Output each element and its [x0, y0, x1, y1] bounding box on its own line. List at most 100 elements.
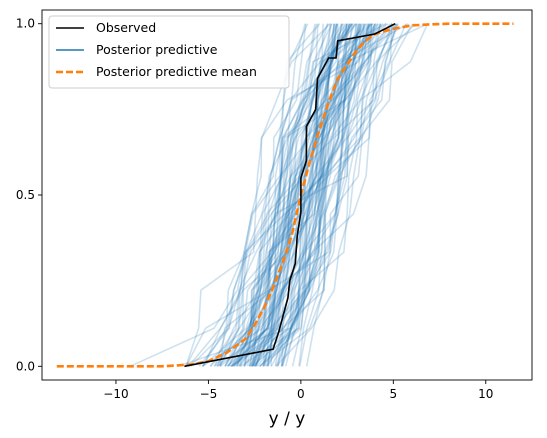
posterior-predictive-line — [265, 23, 362, 367]
posterior-predictive-line — [251, 23, 348, 367]
posterior-predictive-line — [264, 23, 357, 367]
posterior-predictive-line — [274, 23, 382, 367]
posterior-predictive-line — [224, 23, 338, 367]
x-axis-ticks: −10 −5 0 5 10 — [103, 380, 493, 401]
posterior-predictive-line — [277, 23, 371, 367]
posterior-predictive-line — [238, 23, 356, 367]
posterior-predictive-line — [276, 23, 344, 367]
posterior-predictive-line — [285, 23, 393, 367]
posterior-predictive-line — [254, 23, 365, 367]
posterior-predictive-line — [185, 23, 316, 367]
legend-label-posterior-predictive-mean: Posterior predictive mean — [96, 64, 257, 79]
posterior-predictive-line — [291, 23, 373, 367]
posterior-predictive-line — [232, 23, 399, 367]
posterior-predictive-line — [233, 23, 370, 367]
posterior-predictive-line — [259, 23, 399, 367]
posterior-predictive-line — [266, 23, 352, 367]
posterior-predictive-line — [235, 23, 338, 367]
posterior-predictive-line — [261, 23, 374, 367]
posterior-predictive-line — [239, 23, 344, 367]
posterior-predictive-line — [236, 23, 345, 367]
posterior-predictive-line — [230, 23, 368, 367]
posterior-predictive-line — [187, 23, 393, 367]
posterior-predictive-line — [249, 23, 376, 367]
posterior-predictive-line — [281, 23, 366, 367]
posterior-predictive-line — [209, 23, 338, 367]
posterior-predictive-line — [129, 23, 391, 368]
posterior-predictive-line — [202, 23, 307, 367]
posterior-predictive-line — [281, 23, 354, 367]
posterior-predictive-line — [189, 23, 369, 367]
posterior-predictive-line — [280, 23, 380, 367]
posterior-predictive-line — [267, 23, 370, 367]
posterior-predictive-line — [298, 23, 361, 367]
posterior-predictive-line — [198, 23, 353, 367]
posterior-predictive-line — [246, 23, 331, 367]
y-tick-label: 0.5 — [16, 188, 35, 202]
posterior-predictive-line — [216, 23, 329, 367]
posterior-predictive-line — [275, 23, 372, 367]
posterior-predictive-line — [270, 23, 335, 367]
x-tick-label: −10 — [103, 387, 128, 401]
posterior-predictive-line — [201, 23, 381, 367]
y-tick-label: 0.0 — [16, 359, 35, 373]
posterior-predictive-line — [202, 23, 358, 367]
series-lines — [56, 22, 514, 368]
posterior-predictive-line — [305, 23, 397, 367]
posterior-predictive-line — [236, 23, 319, 367]
posterior-predictive-line — [267, 22, 428, 367]
posterior-predictive-line — [243, 23, 349, 367]
posterior-predictive-line — [226, 23, 373, 367]
posterior-predictive-line — [237, 23, 349, 367]
posterior-predictive-line — [213, 23, 354, 367]
posterior-predictive-line — [224, 23, 306, 367]
posterior-predictive-line — [231, 23, 388, 367]
posterior-predictive-line — [231, 23, 351, 367]
x-tick-label: −5 — [200, 387, 218, 401]
posterior-predictive-line — [230, 23, 429, 367]
posterior-predictive-line — [218, 23, 350, 367]
posterior-predictive-line — [262, 23, 416, 367]
posterior-predictive-line — [281, 23, 393, 367]
posterior-predictive-line — [270, 23, 365, 367]
posterior-predictive-line — [255, 23, 333, 367]
posterior-predictive-line — [266, 23, 351, 367]
observed-line — [184, 22, 396, 368]
posterior-predictive-line — [229, 23, 358, 367]
posterior-predictive-line — [233, 23, 359, 367]
posterior-predictive-line — [230, 22, 387, 367]
posterior-predictive-line — [214, 23, 357, 367]
posterior-predictive-line — [256, 23, 361, 367]
posterior-predictive-lines — [129, 22, 429, 368]
posterior-predictive-line — [254, 23, 318, 367]
posterior-predictive-line — [250, 23, 407, 367]
posterior-predictive-line — [251, 23, 389, 367]
legend-frame — [48, 15, 290, 89]
posterior-predictive-mean-line — [56, 22, 514, 368]
legend: Observed Posterior predictive Posterior … — [48, 15, 290, 89]
posterior-predictive-line — [219, 23, 395, 367]
posterior-predictive-line — [201, 23, 370, 367]
posterior-predictive-line — [252, 23, 398, 367]
posterior-predictive-line — [219, 23, 335, 367]
posterior-predictive-line — [243, 23, 335, 367]
posterior-predictive-line — [275, 23, 377, 367]
posterior-predictive-line — [254, 23, 414, 367]
y-tick-label: 1.0 — [16, 17, 35, 31]
posterior-predictive-line — [252, 23, 353, 367]
posterior-predictive-line — [298, 23, 393, 367]
x-tick-label: 5 — [390, 387, 398, 401]
posterior-predictive-line — [251, 23, 367, 367]
x-tick-label: 0 — [297, 387, 305, 401]
posterior-predictive-line — [258, 23, 348, 367]
posterior-predictive-line — [239, 23, 329, 367]
posterior-predictive-line — [219, 23, 339, 367]
legend-label-posterior-predictive: Posterior predictive — [96, 42, 218, 57]
posterior-predictive-line — [227, 23, 343, 367]
legend-label-observed: Observed — [96, 20, 156, 35]
posterior-predictive-line — [227, 23, 397, 367]
posterior-predictive-line — [259, 23, 360, 367]
posterior-predictive-line — [280, 23, 376, 367]
posterior-predictive-line — [224, 23, 343, 367]
